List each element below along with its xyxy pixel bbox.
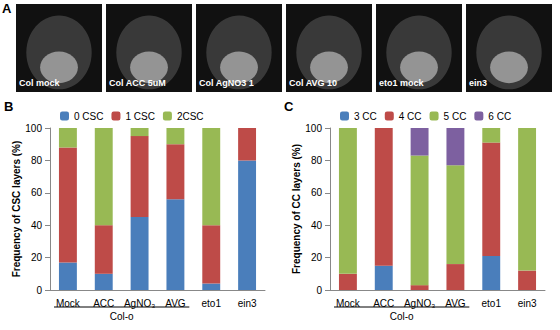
- svg-text:20: 20: [311, 252, 323, 263]
- svg-text:0: 0: [316, 285, 322, 296]
- svg-text:100: 100: [25, 123, 42, 134]
- svg-text:C: C: [284, 99, 294, 114]
- svg-text:40: 40: [311, 220, 323, 231]
- svg-text:80: 80: [31, 155, 43, 166]
- svg-text:80: 80: [311, 155, 323, 166]
- svg-text:Col mock: Col mock: [19, 78, 61, 88]
- svg-text:100: 100: [305, 123, 322, 134]
- svg-text:eto1: eto1: [202, 298, 222, 309]
- svg-text:ACC: ACC: [93, 298, 114, 309]
- svg-text:ein3: ein3: [518, 298, 537, 309]
- svg-text:Col-o: Col-o: [110, 311, 134, 322]
- svg-text:20: 20: [31, 252, 43, 263]
- svg-text:ein3: ein3: [469, 78, 487, 88]
- svg-text:Mock: Mock: [336, 298, 361, 309]
- svg-text:6 CC: 6 CC: [488, 111, 511, 122]
- svg-text:5 CC: 5 CC: [444, 111, 467, 122]
- svg-text:ein3: ein3: [238, 298, 257, 309]
- svg-text:0: 0: [36, 285, 42, 296]
- svg-text:eto1 mock: eto1 mock: [379, 78, 425, 88]
- svg-text:3 CC: 3 CC: [354, 111, 377, 122]
- svg-text:60: 60: [311, 187, 323, 198]
- svg-text:ACC: ACC: [373, 298, 394, 309]
- svg-text:eto1: eto1: [482, 298, 502, 309]
- svg-text:Col AgNO3 1: Col AgNO3 1: [199, 78, 254, 88]
- svg-text:AgNO₃: AgNO₃: [124, 298, 155, 309]
- svg-text:40: 40: [31, 220, 43, 231]
- svg-text:0 CSC: 0 CSC: [74, 111, 103, 122]
- svg-text:60: 60: [31, 187, 43, 198]
- svg-text:Frequency of CSC layers (%): Frequency of CSC layers (%): [11, 141, 22, 278]
- svg-text:1 CSC: 1 CSC: [125, 111, 154, 122]
- svg-text:4 CC: 4 CC: [399, 111, 422, 122]
- svg-text:Mock: Mock: [56, 298, 81, 309]
- svg-text:A: A: [2, 1, 12, 16]
- svg-text:Col ACC 5uM: Col ACC 5uM: [109, 78, 166, 88]
- svg-text:AgNO₃: AgNO₃: [404, 298, 435, 309]
- svg-text:B: B: [4, 99, 13, 114]
- svg-text:Col AVG 10: Col AVG 10: [289, 78, 337, 88]
- svg-text:2CSC: 2CSC: [177, 111, 204, 122]
- svg-text:AVG: AVG: [165, 298, 186, 309]
- svg-text:AVG: AVG: [445, 298, 466, 309]
- svg-text:Frequency of CC layers (%): Frequency of CC layers (%): [291, 144, 302, 274]
- svg-text:Col-o: Col-o: [390, 311, 414, 322]
